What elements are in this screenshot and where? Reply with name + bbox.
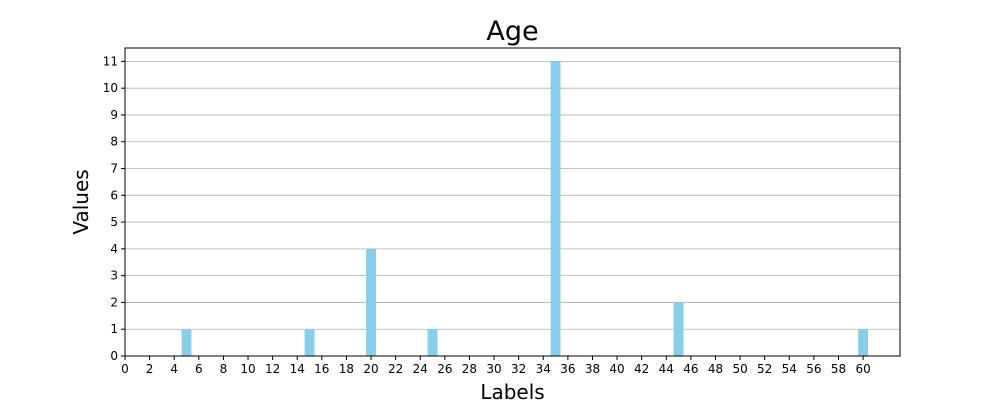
- y-tick-label-8: 8: [110, 135, 118, 149]
- y-tick-label-3: 3: [110, 269, 118, 283]
- x-tick-label-32: 32: [511, 362, 526, 376]
- bars: [181, 61, 869, 357]
- bar-25: [427, 329, 438, 356]
- x-tick-label-60: 60: [855, 362, 870, 376]
- x-tick-label-16: 16: [314, 362, 329, 376]
- bar-20: [366, 248, 376, 356]
- y-axis-label: Values: [69, 169, 93, 234]
- x-tick-label-22: 22: [388, 362, 403, 376]
- y-tick-label-1: 1: [110, 322, 118, 336]
- y-tick-label-5: 5: [110, 215, 118, 229]
- y-tick-label-0: 0: [110, 349, 118, 363]
- bar-35: [550, 61, 561, 357]
- y-tick-label-2: 2: [110, 295, 118, 309]
- x-tick-label-40: 40: [609, 362, 624, 376]
- x-tick-label-24: 24: [413, 362, 428, 376]
- bar-5: [181, 329, 192, 356]
- bar-60: [858, 329, 869, 356]
- x-tick-label-10: 10: [240, 362, 255, 376]
- chart-title: Age: [486, 16, 538, 47]
- x-tick-label-36: 36: [560, 362, 575, 376]
- x-axis-label: Labels: [480, 380, 544, 400]
- x-tick-label-52: 52: [757, 362, 772, 376]
- x-tick-label-48: 48: [708, 362, 723, 376]
- grid-lines: [125, 60, 900, 357]
- x-tick-label-14: 14: [290, 362, 305, 376]
- x-tick-label-0: 0: [121, 362, 129, 376]
- x-tick-label-18: 18: [339, 362, 354, 376]
- bar-45: [673, 302, 684, 356]
- x-tick-label-30: 30: [486, 362, 501, 376]
- plot-frame: [124, 47, 901, 357]
- x-tick-label-12: 12: [265, 362, 280, 376]
- x-tick-label-34: 34: [536, 362, 551, 376]
- x-tick-label-20: 20: [363, 362, 378, 376]
- x-tick-label-46: 46: [683, 362, 698, 376]
- y-tick-label-7: 7: [110, 162, 118, 176]
- x-tick-label-44: 44: [659, 362, 674, 376]
- y-axis-ticks: 0 1 2 3 4 5 6 7 8 9 10 11: [103, 54, 125, 363]
- x-axis-ticks: 0 2 4 6 8 10 12 14 16 18 20 22 24 26 28 30 32 34 36 38 40 42 4…: [121, 356, 871, 376]
- x-tick-label-2: 2: [146, 362, 154, 376]
- x-tick-label-28: 28: [462, 362, 477, 376]
- y-tick-label-10: 10: [103, 81, 118, 95]
- x-tick-label-54: 54: [782, 362, 797, 376]
- x-tick-label-50: 50: [732, 362, 747, 376]
- x-tick-label-38: 38: [585, 362, 600, 376]
- x-tick-label-42: 42: [634, 362, 649, 376]
- x-tick-label-26: 26: [437, 362, 452, 376]
- y-tick-label-4: 4: [110, 242, 118, 256]
- x-tick-label-56: 56: [806, 362, 821, 376]
- x-tick-label-58: 58: [831, 362, 846, 376]
- y-tick-label-11: 11: [103, 54, 118, 68]
- bar-15: [304, 329, 315, 356]
- y-tick-label-9: 9: [110, 108, 118, 122]
- x-tick-label-6: 6: [195, 362, 203, 376]
- x-tick-label-8: 8: [220, 362, 228, 376]
- y-tick-label-6: 6: [110, 188, 118, 202]
- x-tick-label-4: 4: [170, 362, 178, 376]
